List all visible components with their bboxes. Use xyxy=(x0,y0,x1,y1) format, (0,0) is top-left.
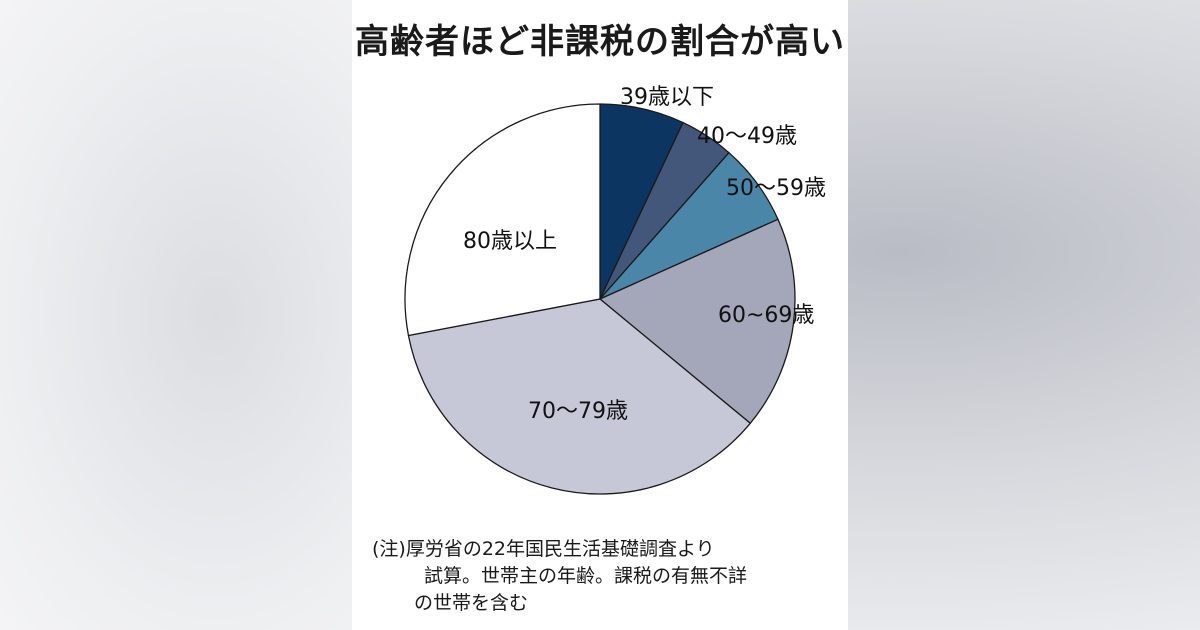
note-line-1: (注)厚労省の22年国民生活基礎調査より xyxy=(372,538,715,560)
slice-label: 40～49歳 xyxy=(697,124,797,149)
pie-slice xyxy=(599,218,796,424)
slice-label: 50～59歳 xyxy=(726,176,826,201)
slice-label: 39歳以下 xyxy=(620,85,714,110)
note-line-2: 試算。世帯主の年齢。課税の有無不詳 xyxy=(424,565,748,587)
pie-chart: 39歳以下 40～49歳 50～59歳 60~69歳 70～79歳 80歳以上 xyxy=(404,85,826,495)
pie-slice xyxy=(407,298,751,495)
chart-note: (注)厚労省の22年国民生活基礎調査より 試算。世帯主の年齢。課税の有無不詳 の… xyxy=(372,536,832,617)
background-left xyxy=(0,0,360,630)
chart-title: 高齢者ほど非課税の割合が高い xyxy=(355,22,845,62)
chart-card: 高齢者ほど非課税の割合が高い 39歳以下 40～49歳 50～59歳 60~69歳 70… xyxy=(352,0,848,630)
note-line-3: の世帯を含む xyxy=(414,592,529,614)
slice-label: 80歳以上 xyxy=(463,229,557,254)
slice-label: 60~69歳 xyxy=(718,303,814,328)
slice-label: 70～79歳 xyxy=(528,399,628,424)
pie-slice xyxy=(404,103,601,337)
